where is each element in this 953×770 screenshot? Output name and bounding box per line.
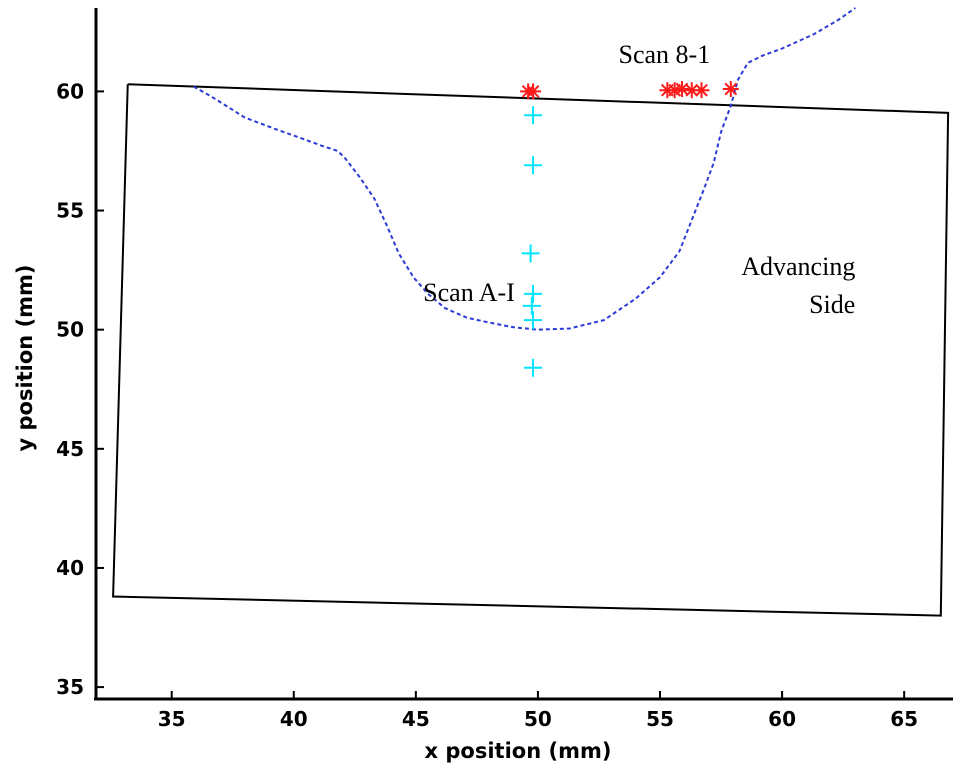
x-tick-label: 40	[280, 707, 308, 731]
star-marker	[722, 81, 739, 98]
plot-area	[112, 7, 950, 617]
annotation-label: Advancing	[741, 252, 855, 281]
plus-marker	[521, 244, 540, 263]
annotation-label: Scan A-I	[423, 278, 515, 307]
y-tick-label: 60	[56, 79, 84, 103]
plus-marker	[524, 156, 543, 175]
star-marker	[520, 83, 537, 100]
x-tick-label: 50	[524, 707, 552, 731]
annotation-label: Scan 8-1	[619, 40, 711, 69]
star-marker-arm	[685, 83, 699, 97]
annotation-label: Side	[809, 290, 855, 319]
y-tick-label: 45	[56, 437, 84, 461]
y-tick-label: 35	[56, 675, 84, 699]
star-marker	[693, 82, 710, 99]
plus-marker	[524, 311, 543, 330]
plus-marker	[524, 358, 543, 377]
plus-marker	[522, 296, 541, 315]
x-tick-label: 60	[768, 707, 796, 731]
x-tick-label: 45	[402, 707, 430, 731]
profile-curve	[193, 7, 856, 331]
y-axis-label: y position (mm)	[13, 264, 37, 451]
specimen-outline	[112, 83, 950, 617]
ticks: 35 40 45 50 55 60 65 35 40 45 50 55 60	[56, 79, 918, 731]
star-marker-arm	[695, 83, 708, 97]
y-tick-label: 50	[56, 318, 84, 342]
plus-marker	[524, 106, 543, 125]
x-axis-label: x position (mm)	[425, 739, 612, 763]
annotations: Scan 8-1 Scan A-I Advancing Side	[423, 40, 855, 319]
y-tick-label: 40	[56, 556, 84, 580]
y-tick-label: 55	[56, 199, 84, 223]
star-marker-arm	[724, 82, 738, 96]
plus-marker	[524, 284, 543, 303]
x-tick-label: 65	[890, 707, 918, 731]
x-tick-label: 55	[646, 707, 674, 731]
star-marker-arm	[521, 85, 535, 98]
axes	[94, 8, 953, 701]
x-tick-label: 35	[158, 707, 186, 731]
